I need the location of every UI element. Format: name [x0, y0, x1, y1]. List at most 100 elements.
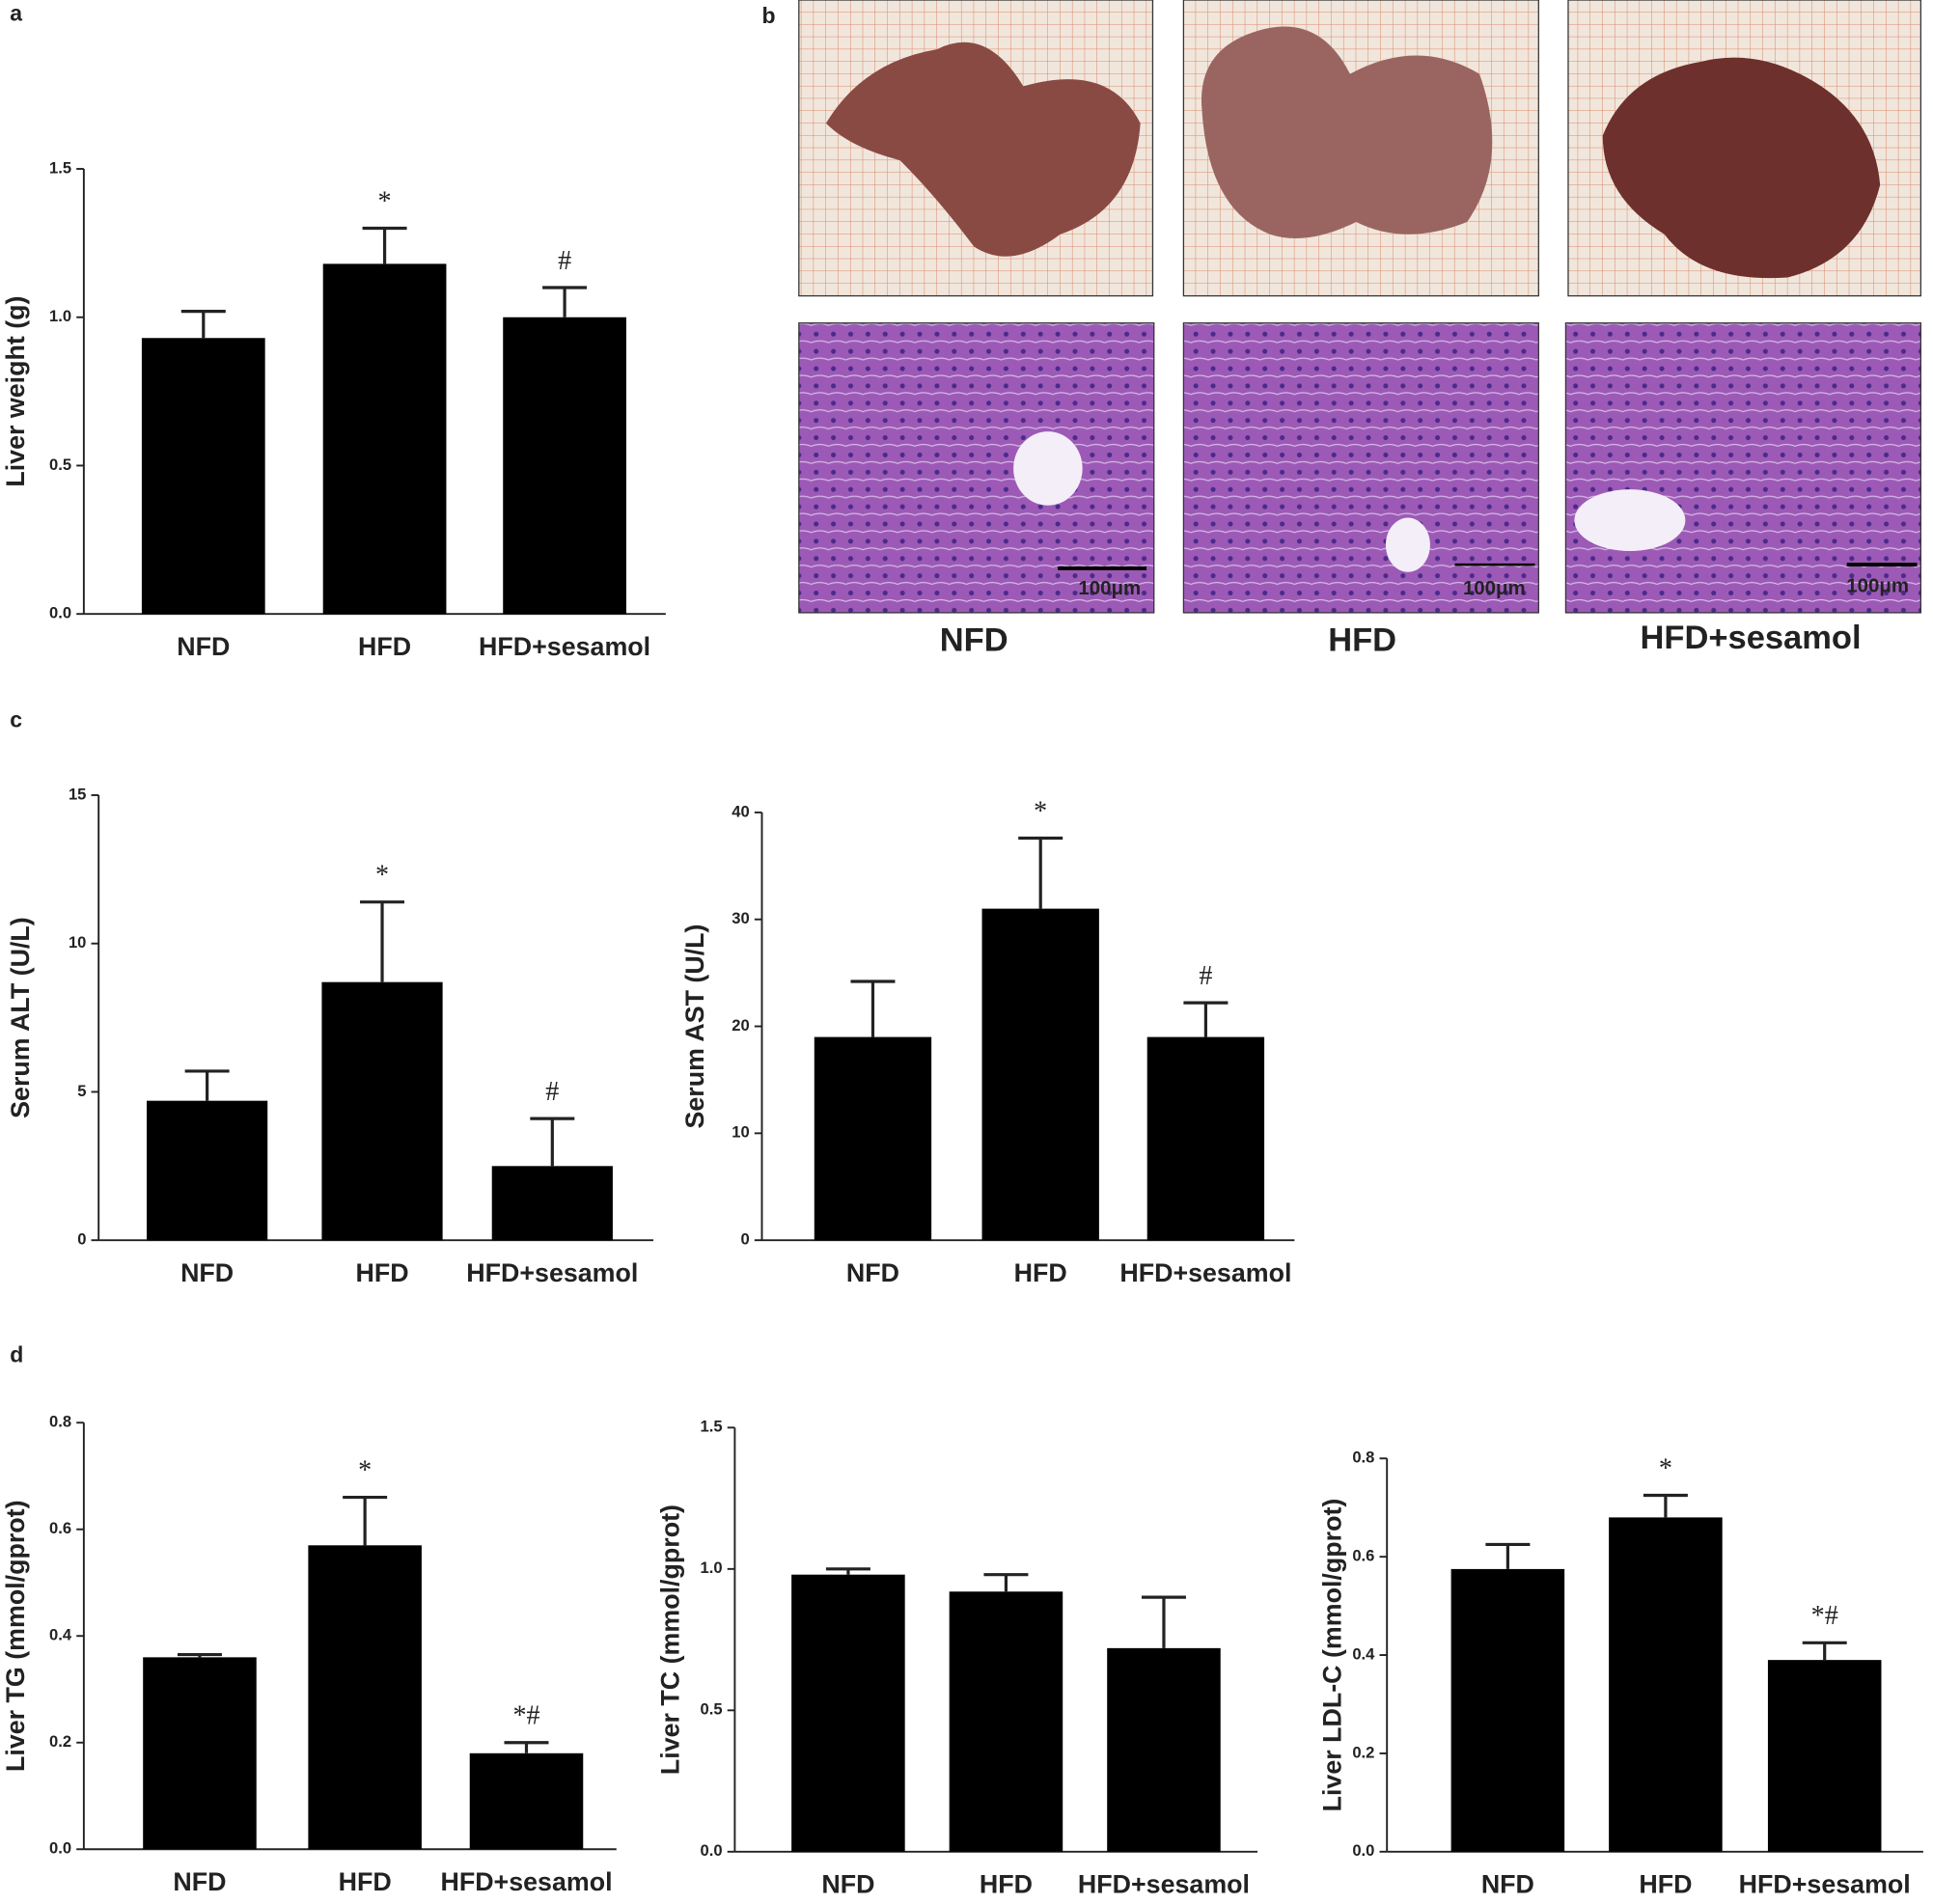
y-tick-label: 0.5	[701, 1700, 723, 1719]
bar	[503, 317, 626, 615]
significance-mark: *#	[512, 1701, 539, 1731]
x-tick-label: HFD+sesamol	[1119, 1258, 1291, 1287]
significance-mark: *	[358, 1455, 372, 1485]
bar	[491, 1166, 613, 1241]
bar	[949, 1591, 1063, 1852]
bar	[1609, 1517, 1723, 1852]
y-tick-label: 0	[740, 1230, 749, 1249]
error-bar	[343, 1495, 388, 1546]
error-bar	[1802, 1641, 1847, 1661]
bar	[1146, 1036, 1265, 1241]
bar	[469, 1752, 584, 1850]
error-bar	[983, 1573, 1029, 1592]
vessel	[1385, 517, 1430, 572]
error-bar	[180, 309, 226, 339]
y-tick-label: 15	[69, 785, 86, 803]
error-bar	[542, 286, 588, 317]
x-tick-label: HFD	[358, 632, 411, 661]
panel-label: c	[10, 706, 22, 731]
significance-mark: *#	[1811, 1601, 1838, 1631]
bar	[143, 1657, 257, 1850]
x-tick-label: HFD	[980, 1870, 1033, 1899]
panel-label: d	[10, 1341, 23, 1366]
y-tick-label: 0.6	[49, 1519, 71, 1537]
y-tick-label: 1.0	[701, 1559, 723, 1577]
error-bar	[825, 1567, 870, 1575]
x-tick-label: HFD	[339, 1867, 392, 1896]
y-tick-label: 30	[732, 909, 749, 927]
y-tick-label: 0.4	[1352, 1644, 1375, 1663]
x-tick-label: NFD	[173, 1867, 226, 1896]
significance-mark: *	[1659, 1453, 1672, 1483]
y-axis-label: Liver weight (g)	[1, 296, 30, 487]
error-bar	[1485, 1542, 1531, 1569]
scale-bar-label: 100μm	[1846, 574, 1909, 596]
bar	[981, 908, 1099, 1241]
y-tick-label: 10	[69, 933, 86, 952]
histology-row: 100μm 100μm 100μm	[798, 322, 1921, 614]
x-tick-label: HFD+sesamol	[1739, 1870, 1911, 1899]
error-bar	[184, 1069, 230, 1101]
y-axis-label: Liver LDL-C (mmol/gprot)	[1317, 1499, 1346, 1812]
y-tick-label: 1.5	[701, 1418, 723, 1436]
scale-bar-label: 100μm	[1078, 577, 1141, 599]
significance-mark: *	[1034, 796, 1047, 826]
x-tick-label: HFD	[1014, 1258, 1067, 1287]
bar	[814, 1036, 932, 1241]
x-tick-label: HFD+sesamol	[479, 632, 650, 661]
x-tick-label: HFD+sesamol	[440, 1867, 612, 1896]
error-bar	[362, 226, 407, 264]
y-tick-label: 20	[732, 1016, 749, 1035]
x-tick-label: NFD	[846, 1258, 899, 1287]
y-tick-label: 5	[77, 1082, 86, 1100]
y-tick-label: 0.8	[1352, 1449, 1374, 1467]
bar	[1107, 1647, 1221, 1852]
bar	[147, 1100, 268, 1241]
x-tick-label: HFD	[1639, 1870, 1692, 1899]
y-tick-label: 0.5	[49, 455, 71, 474]
error-bar	[1643, 1493, 1688, 1518]
x-tick-label: HFD+sesamol	[1078, 1870, 1250, 1899]
y-tick-label: 0.6	[1352, 1547, 1374, 1565]
x-tick-label: NFD	[821, 1870, 874, 1899]
histology-image	[798, 322, 1155, 614]
error-bar	[1141, 1595, 1186, 1648]
y-axis-label: Liver TG (mmol/gprot)	[1, 1500, 30, 1772]
x-tick-label: NFD	[1481, 1870, 1534, 1899]
y-axis-label: Serum AST (U/L)	[680, 924, 709, 1129]
y-tick-label: 0.8	[49, 1413, 71, 1431]
liver-shape	[825, 41, 1141, 257]
panel-label: b	[761, 3, 775, 28]
error-bar	[1018, 836, 1063, 909]
error-bar	[850, 980, 896, 1037]
y-tick-label: 0.2	[49, 1732, 71, 1751]
error-bar	[177, 1652, 222, 1658]
bar	[141, 338, 265, 615]
x-tick-label: HFD	[355, 1258, 408, 1287]
significance-mark: *	[375, 861, 389, 891]
y-tick-label: 1.5	[49, 158, 71, 177]
x-tick-label: HFD+sesamol	[466, 1258, 638, 1287]
vessel	[1013, 431, 1083, 506]
significance-mark: *	[378, 186, 392, 216]
y-tick-label: 0.0	[1352, 1841, 1374, 1860]
y-tick-label: 40	[732, 802, 749, 820]
histology-image	[1182, 322, 1539, 614]
bar	[308, 1545, 422, 1850]
y-tick-label: 0.4	[49, 1626, 72, 1644]
y-tick-label: 1.0	[49, 307, 71, 325]
error-bar	[360, 900, 405, 982]
panel-label: a	[10, 0, 22, 25]
group-label: NFD	[940, 622, 1008, 659]
significance-mark: #	[558, 246, 571, 276]
bar	[321, 981, 443, 1241]
group-label: HFD+sesamol	[1641, 620, 1862, 656]
error-bar	[530, 1117, 575, 1167]
error-bar	[504, 1741, 549, 1753]
scale-bar-label: 100μm	[1463, 577, 1526, 599]
histology-image	[1564, 322, 1921, 614]
vessel	[1574, 489, 1686, 552]
